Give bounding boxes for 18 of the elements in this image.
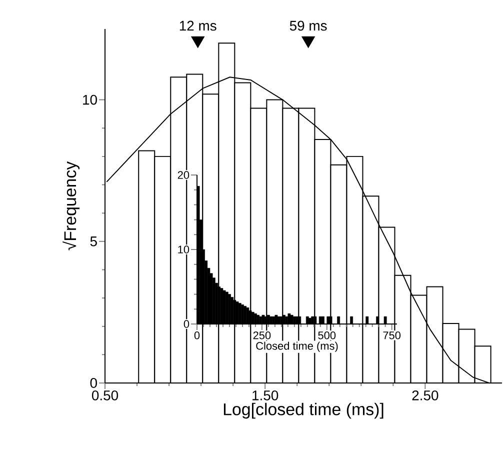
x-tick-label: 750 — [383, 331, 401, 340]
annotation: 12 ms — [180, 20, 216, 31]
annotation: 59 ms — [290, 20, 327, 31]
x-tick-label: 250 — [253, 331, 271, 340]
y-tick-label: 10 — [83, 94, 97, 105]
y-tick-label: 0 — [184, 320, 190, 328]
x-tick-label: 2.50 — [412, 390, 438, 400]
x-tick-label: 1.50 — [252, 390, 278, 400]
x-tick-label: 500 — [318, 331, 336, 340]
x-axis-title: Closed time (ms) — [256, 342, 338, 352]
x-tick-label: 0.50 — [92, 390, 118, 400]
x-tick-label: 0 — [194, 331, 200, 340]
y-tick-label: 10 — [178, 246, 190, 254]
y-axis-title: √Frequency — [62, 161, 80, 250]
x-axis-title: Log[closed time (ms)] — [224, 402, 384, 419]
y-tick-label: 20 — [178, 171, 190, 179]
y-tick-label: 5 — [90, 236, 97, 246]
y-tick-label: 0 — [90, 378, 97, 388]
